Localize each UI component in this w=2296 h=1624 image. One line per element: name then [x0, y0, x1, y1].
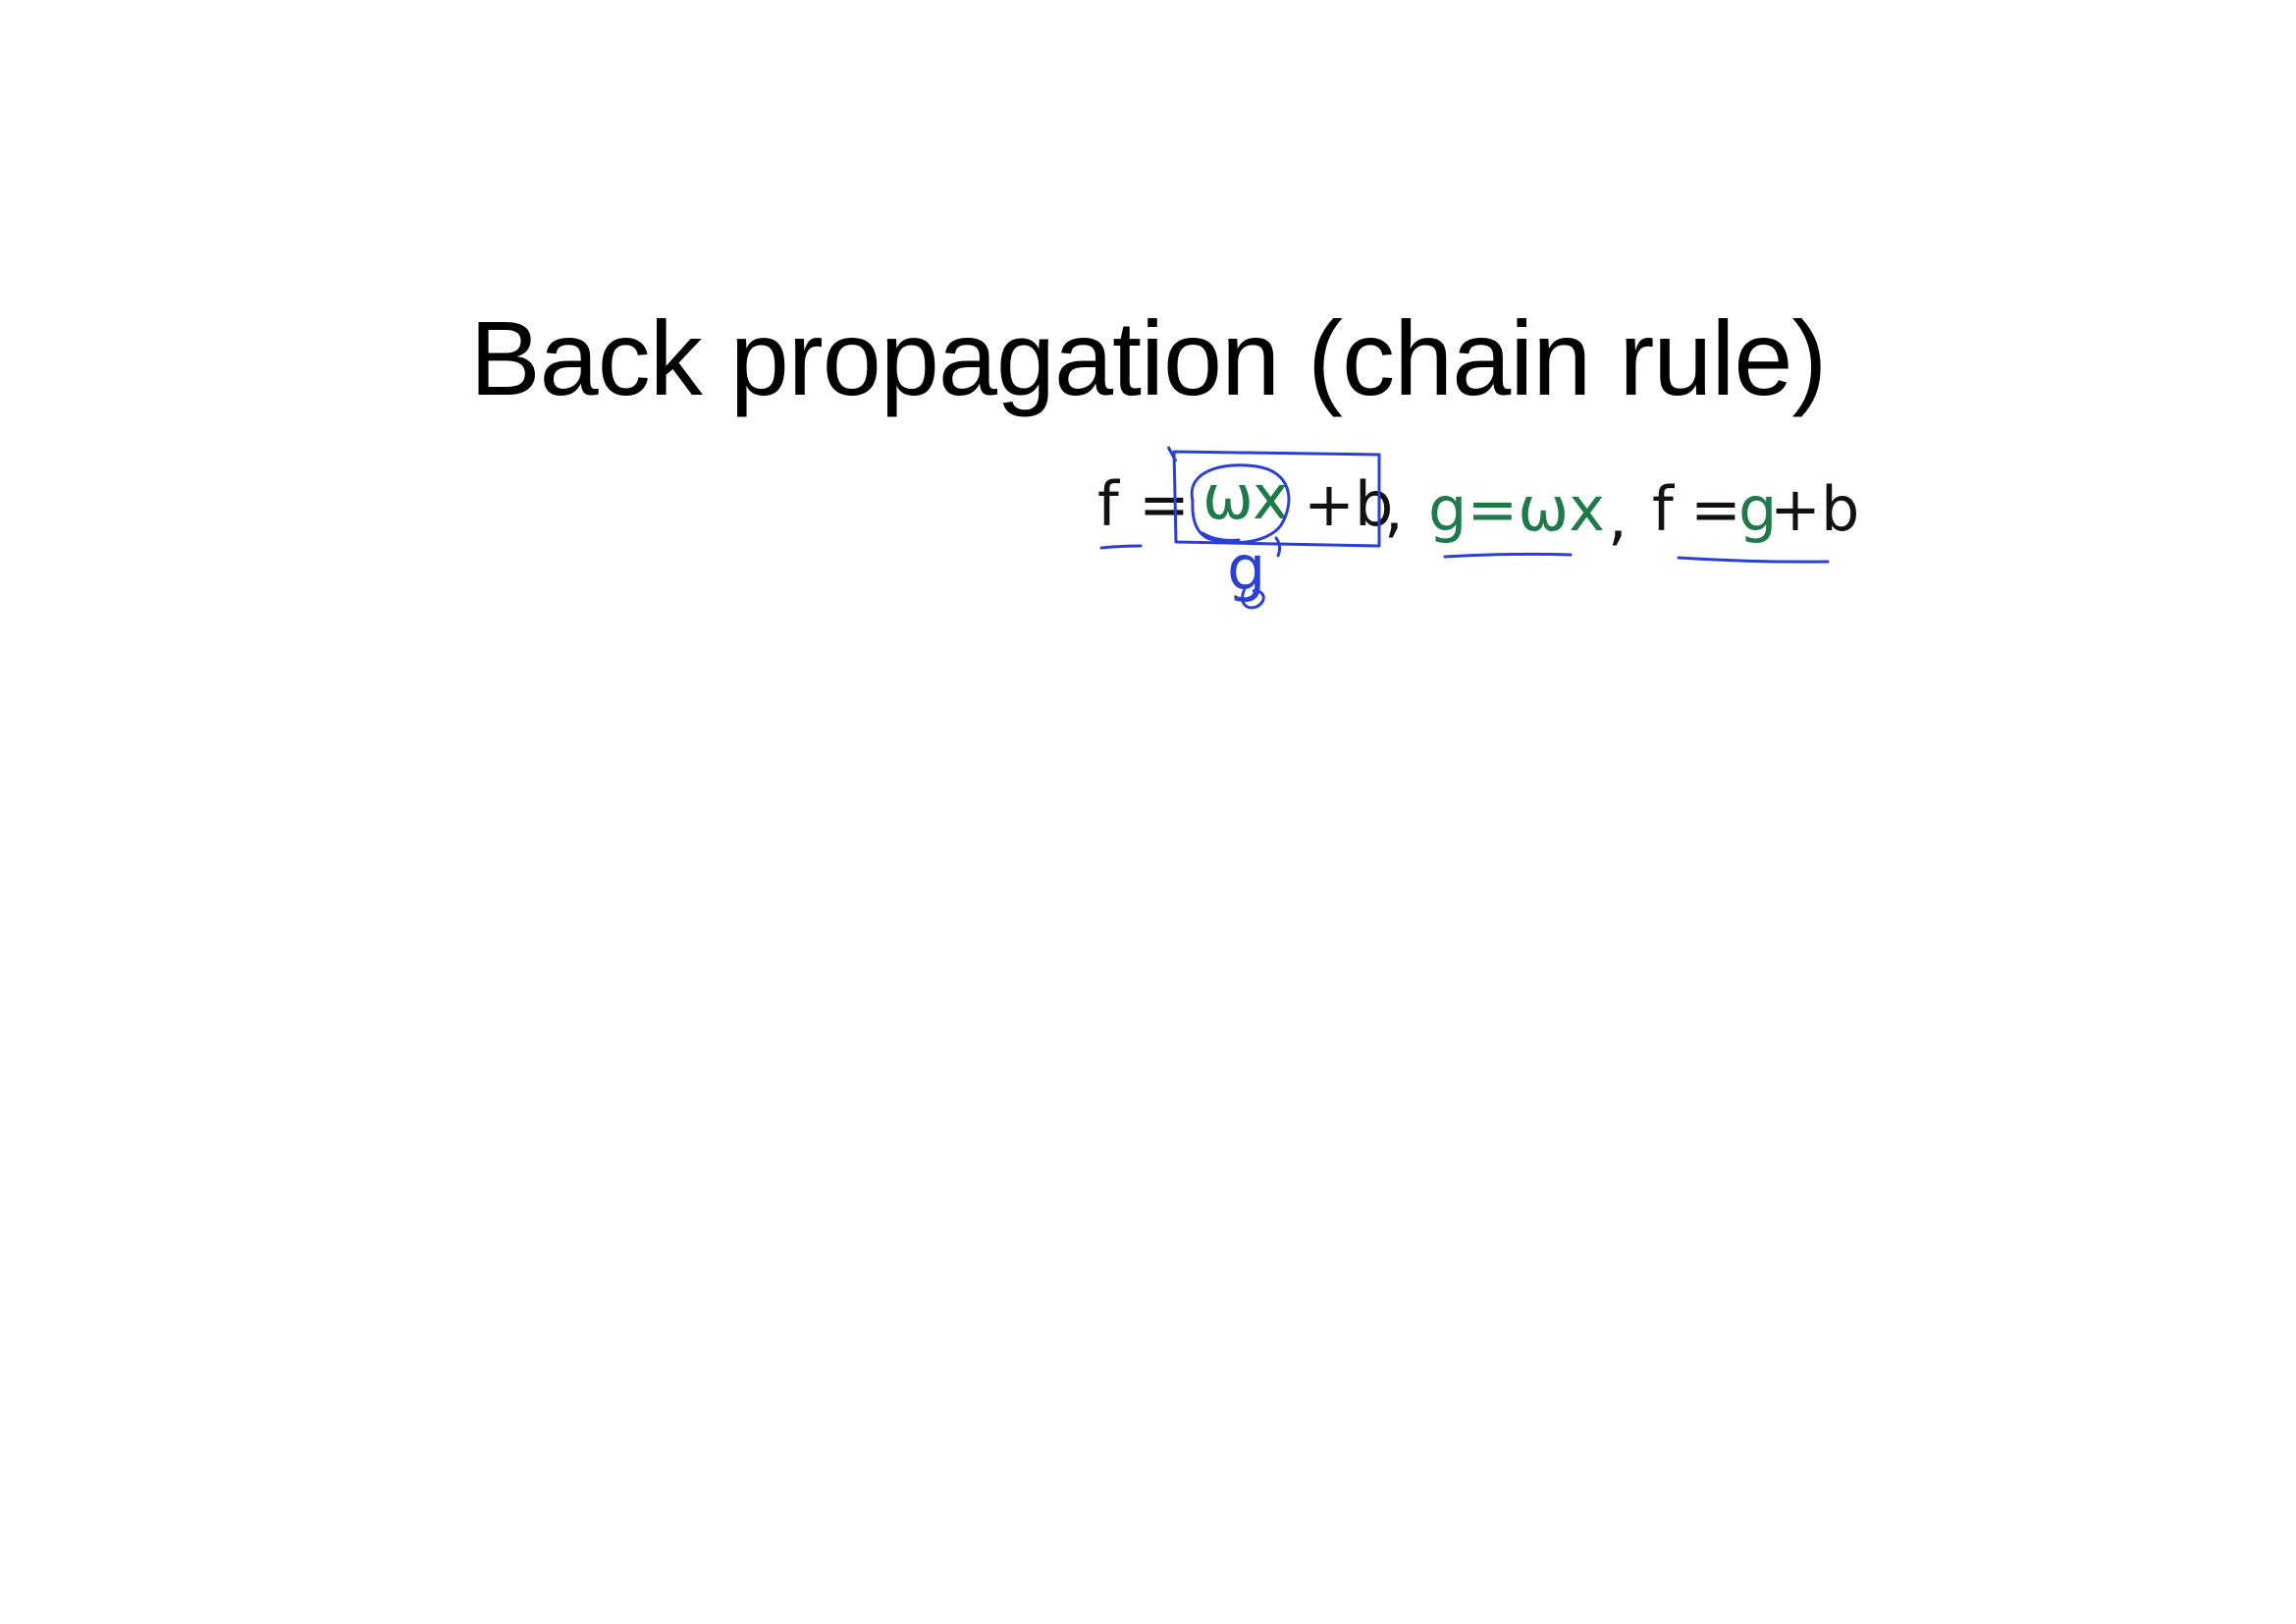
- eq2-text: g=ωx: [1428, 473, 1605, 545]
- equation-f-equals-g-plus-b: f = g +b: [1652, 473, 1859, 564]
- blue-circle-tail: [1201, 531, 1282, 558]
- eq3-equals: =: [1690, 473, 1741, 545]
- blue-box-wx-plus-b: [1166, 446, 1381, 548]
- eq2-underline: [1443, 552, 1573, 559]
- equation-g-equals-wx: g=ωx ,: [1428, 473, 1628, 559]
- eq3-f: f: [1652, 473, 1676, 545]
- eq3-g: g: [1738, 473, 1777, 545]
- slide-title: Back propagation (chain rule): [469, 298, 1828, 417]
- eq1-comma: ,: [1384, 473, 1404, 545]
- eq3-underline: [1677, 556, 1830, 564]
- eq2-comma: ,: [1608, 481, 1628, 553]
- brace-label-g-loop: [1241, 588, 1265, 610]
- eq1-f-underline: [1099, 544, 1143, 550]
- eq1-f: f: [1097, 468, 1121, 540]
- eq1-w: ω: [1202, 461, 1254, 533]
- eq3-plus-b: +b: [1770, 473, 1859, 545]
- eq1-equals: =: [1139, 468, 1190, 540]
